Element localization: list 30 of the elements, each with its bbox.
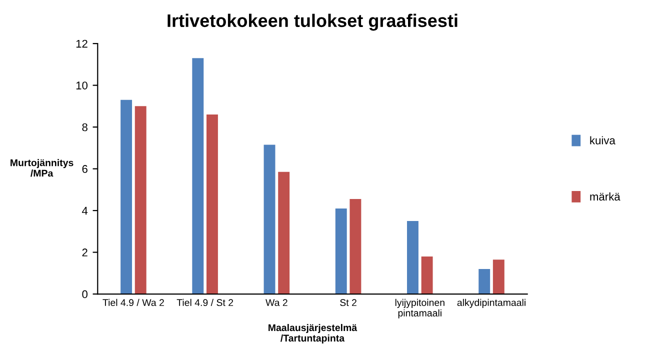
bar bbox=[206, 114, 218, 294]
bar bbox=[478, 268, 490, 294]
y-tick-label: 10 bbox=[76, 82, 88, 90]
y-tick-label: 12 bbox=[76, 40, 88, 48]
y-tick-label: 6 bbox=[82, 165, 88, 173]
chart-title: Irtivetokokeen tulokset graafisesti bbox=[168, 14, 458, 31]
x-tick-label: Tiel 4.9 / St 2 bbox=[176, 298, 234, 306]
y-tick-label: 4 bbox=[82, 206, 88, 215]
y-tick-label: 2 bbox=[82, 248, 88, 256]
x-tick-label: Tiel 4.9 / Wa 2 bbox=[102, 298, 164, 306]
bar bbox=[264, 144, 276, 294]
bar bbox=[335, 208, 347, 294]
bar bbox=[350, 199, 362, 294]
y-tick-label: 8 bbox=[82, 123, 88, 132]
x-axis-title: Maalausjärjestelmä /Tartuntapinta bbox=[268, 324, 358, 344]
bar bbox=[120, 100, 132, 294]
bar bbox=[492, 260, 504, 294]
bar bbox=[407, 220, 418, 294]
bar bbox=[192, 58, 204, 294]
y-axis-title: Murtojännitys /MPa bbox=[10, 159, 74, 177]
legend-label: märkä bbox=[590, 192, 620, 201]
x-tick-label: lyijypitoinen pintamaali bbox=[395, 298, 444, 318]
legend-label: kuiva bbox=[590, 136, 616, 144]
bar bbox=[278, 172, 290, 294]
x-tick-label: Wa 2 bbox=[266, 299, 288, 306]
bar bbox=[134, 106, 146, 294]
bar bbox=[421, 256, 433, 294]
x-tick-label: alkydipintamaali bbox=[457, 298, 526, 308]
y-tick-label: 0 bbox=[82, 290, 88, 298]
x-tick-label: St 2 bbox=[340, 299, 356, 306]
